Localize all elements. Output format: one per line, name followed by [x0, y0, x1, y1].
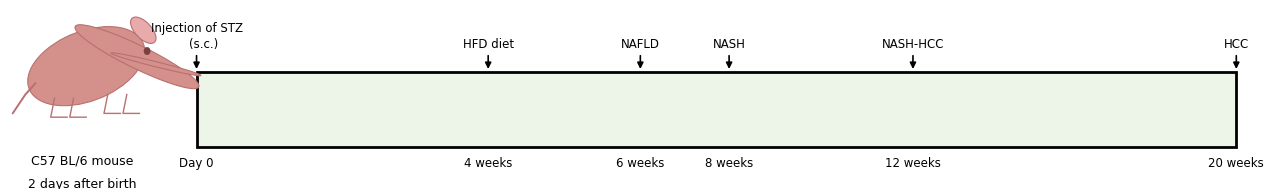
Text: 2 days after birth: 2 days after birth — [28, 178, 137, 189]
Text: 6 weeks: 6 weeks — [616, 157, 664, 170]
Text: 12 weeks: 12 weeks — [885, 157, 941, 170]
Text: NASH: NASH — [713, 38, 746, 51]
Text: Day 0: Day 0 — [179, 157, 214, 170]
Ellipse shape — [110, 53, 202, 76]
Ellipse shape — [28, 27, 145, 106]
Text: C57 BL/6 mouse: C57 BL/6 mouse — [32, 155, 133, 168]
Text: NASH-HCC: NASH-HCC — [881, 38, 945, 51]
Text: HCC: HCC — [1224, 38, 1249, 51]
Ellipse shape — [131, 17, 156, 43]
Text: 4 weeks: 4 weeks — [464, 157, 512, 170]
Bar — [197, 72, 1236, 147]
Text: HFD diet: HFD diet — [463, 38, 514, 51]
Text: NAFLD: NAFLD — [621, 38, 659, 51]
Text: 8 weeks: 8 weeks — [705, 157, 753, 170]
Ellipse shape — [145, 47, 150, 55]
Text: Injection of STZ
    (s.c.): Injection of STZ (s.c.) — [151, 22, 242, 51]
Ellipse shape — [75, 25, 199, 89]
Text: 20 weeks: 20 weeks — [1208, 157, 1264, 170]
